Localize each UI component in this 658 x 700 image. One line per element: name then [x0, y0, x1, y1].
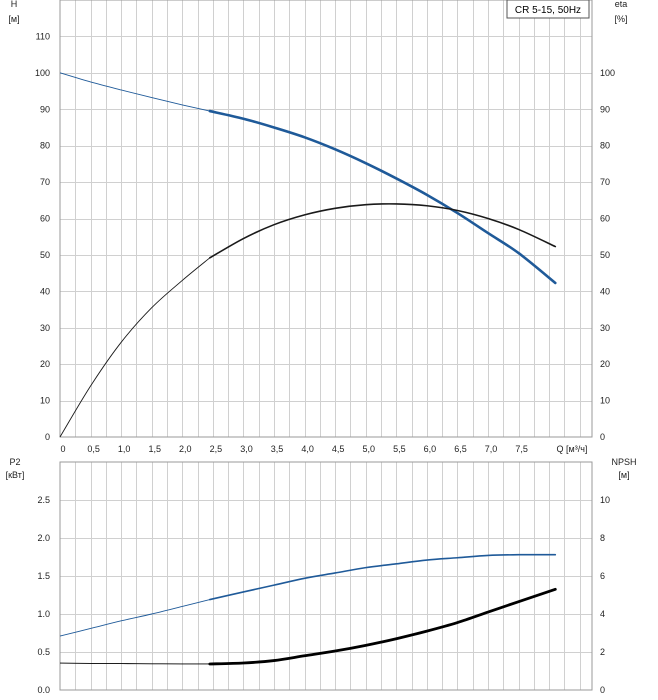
top-right-tick-label: 40 — [600, 286, 610, 296]
bottom-right-tick-label: 0 — [600, 685, 605, 695]
bottom-left-axis-title: P2 — [9, 457, 20, 467]
top-left-tick-label: 10 — [40, 396, 50, 406]
top-left-tick-label: 40 — [40, 286, 50, 296]
top-right-tick-label: 50 — [600, 250, 610, 260]
x-tick-label: 0 — [60, 444, 65, 454]
x-tick-label: 4,0 — [301, 444, 314, 454]
top-plot-frame — [59, 0, 593, 438]
top-left-tick-label: 80 — [40, 141, 50, 151]
bottom-left-axis-unit: [кВт] — [6, 470, 25, 480]
top-right-tick-label: 90 — [600, 104, 610, 114]
p2-curve-extended — [59, 599, 210, 637]
h-curve — [208, 109, 557, 285]
top-left-tick-label: 60 — [40, 214, 50, 224]
top-right-tick-label: 80 — [600, 141, 610, 151]
npsh-curve-extended — [59, 662, 210, 665]
top-right-tick-label: 30 — [600, 323, 610, 333]
top-left-tick-label: 0 — [45, 432, 50, 442]
bottom-gridlines — [60, 462, 592, 690]
eta-curve — [209, 203, 557, 259]
bottom-left-tick-label: 2.0 — [37, 533, 50, 543]
top-gridlines — [60, 0, 592, 437]
top-right-axis-title: eta — [615, 0, 628, 9]
x-tick-label: 2,5 — [210, 444, 223, 454]
bottom-right-tick-label: 6 — [600, 571, 605, 581]
top-left-axis-title: H — [11, 0, 18, 9]
h-curve-extended — [59, 72, 210, 112]
top-left-tick-label: 70 — [40, 177, 50, 187]
x-tick-label: 4,5 — [332, 444, 345, 454]
x-tick-label: 6,0 — [424, 444, 437, 454]
top-left-tick-label: 50 — [40, 250, 50, 260]
x-tick-label: 6,5 — [454, 444, 467, 454]
bottom-right-axis-unit: [м] — [618, 470, 629, 480]
x-tick-label: 5,0 — [362, 444, 375, 454]
bottom-left-tick-label: 2.5 — [37, 495, 50, 505]
bottom-right-tick-label: 10 — [600, 495, 610, 505]
top-right-tick-label: 10 — [600, 396, 610, 406]
top-right-tick-label: 70 — [600, 177, 610, 187]
top-left-tick-label: 100 — [35, 68, 50, 78]
tick-labels: 0 0,5 1,0 1,5 2,0 2,5 3,0 3,5 4,0 4,5 5,0 5,5 6,0 6,5… — [35, 31, 615, 695]
bottom-left-tick-label: 1.0 — [37, 609, 50, 619]
x-tick-label: 5,5 — [393, 444, 406, 454]
bottom-right-tick-label: 8 — [600, 533, 605, 543]
top-right-tick-label: 0 — [600, 432, 605, 442]
x-tick-label: 7,0 — [485, 444, 498, 454]
bottom-right-axis-title: NPSH — [611, 457, 636, 467]
bottom-left-tick-label: 0.0 — [37, 685, 50, 695]
x-tick-label: 7,5 — [515, 444, 528, 454]
x-axis-label: Q [м³/ч] — [557, 444, 588, 454]
top-right-tick-label: 100 — [600, 68, 615, 78]
x-tick-label: 1,0 — [118, 444, 131, 454]
p2-curve — [209, 553, 557, 601]
bottom-left-tick-label: 1.5 — [37, 571, 50, 581]
x-tick-label: 0,5 — [87, 444, 100, 454]
x-tick-label: 3,5 — [271, 444, 284, 454]
legend-box — [506, 0, 590, 19]
bottom-right-tick-label: 4 — [600, 609, 605, 619]
legend-label: CR 5-15, 50Hz — [515, 5, 581, 16]
x-tick-label: 2,0 — [179, 444, 192, 454]
top-series — [59, 72, 557, 438]
top-left-tick-label: 30 — [40, 323, 50, 333]
top-left-tick-label: 20 — [40, 359, 50, 369]
bottom-plot-frame — [59, 461, 593, 691]
top-right-axis-unit: [%] — [614, 14, 627, 24]
top-left-tick-label: 90 — [40, 104, 50, 114]
bottom-series — [59, 553, 557, 666]
npsh-curve — [208, 587, 557, 666]
bottom-right-tick-label: 2 — [600, 647, 605, 657]
top-left-tick-label: 110 — [36, 31, 50, 41]
x-tick-label: 3,0 — [240, 444, 253, 454]
eta-curve-extended — [59, 257, 211, 438]
top-left-axis-unit: [м] — [8, 14, 19, 24]
bottom-left-tick-label: 0.5 — [37, 647, 50, 657]
top-right-tick-label: 60 — [600, 214, 610, 224]
top-right-tick-label: 20 — [600, 359, 610, 369]
x-tick-label: 1,5 — [148, 444, 161, 454]
